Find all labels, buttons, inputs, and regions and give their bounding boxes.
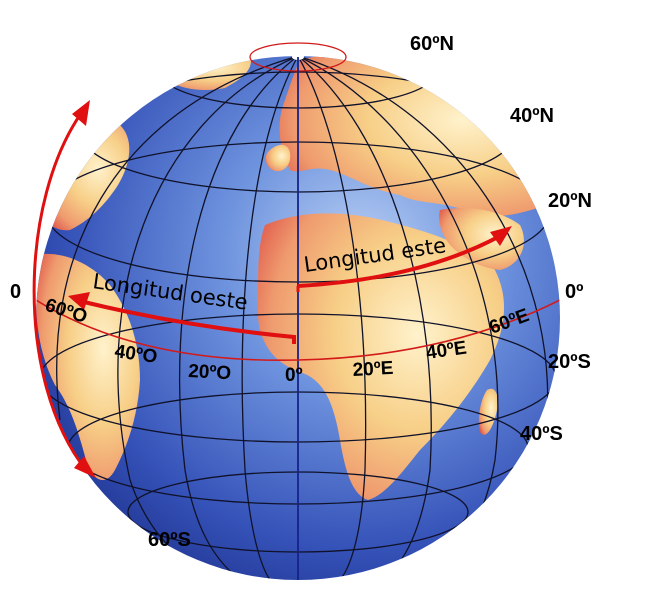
lat-label-40n: 40ºN (510, 105, 554, 127)
latitude-arc-arrowhead-bottom (74, 456, 96, 478)
west-arrowhead (68, 292, 90, 310)
meridian-e80 (297, 56, 549, 441)
meridian-e20 (297, 56, 367, 580)
lat-label-equator: 0º (565, 281, 583, 303)
latitude-range-arc (32, 111, 88, 471)
madagascar-land (478, 388, 498, 435)
lon-label-zero: 0º (285, 365, 303, 386)
north-america-land (40, 125, 130, 231)
lat-label-20n: 20ºN (548, 190, 592, 212)
lat-label-40s: 40ºS (520, 423, 563, 445)
lat-label-20s: 20ºS (548, 351, 591, 373)
meridian-w20 (241, 56, 299, 580)
lat-label-left-zero: 0 (10, 281, 21, 303)
latitude-arc-arrowhead-top (72, 100, 90, 126)
west-longitude-arrow (83, 300, 296, 344)
lat-label-60s: 60ºS (148, 529, 191, 551)
british-isles-land (265, 144, 291, 172)
meridian-w40 (178, 56, 299, 580)
east-arrowhead (490, 226, 512, 246)
lat-label-60n: 60ºN (410, 33, 454, 55)
lon-label-20e: 20ºE (352, 358, 394, 381)
east-longitude-arrow (297, 234, 501, 288)
equator-line (36, 299, 560, 362)
meridian-e40 (297, 56, 432, 580)
meridian-w80 (56, 56, 299, 421)
lon-label-20o: 20ºO (188, 361, 232, 384)
